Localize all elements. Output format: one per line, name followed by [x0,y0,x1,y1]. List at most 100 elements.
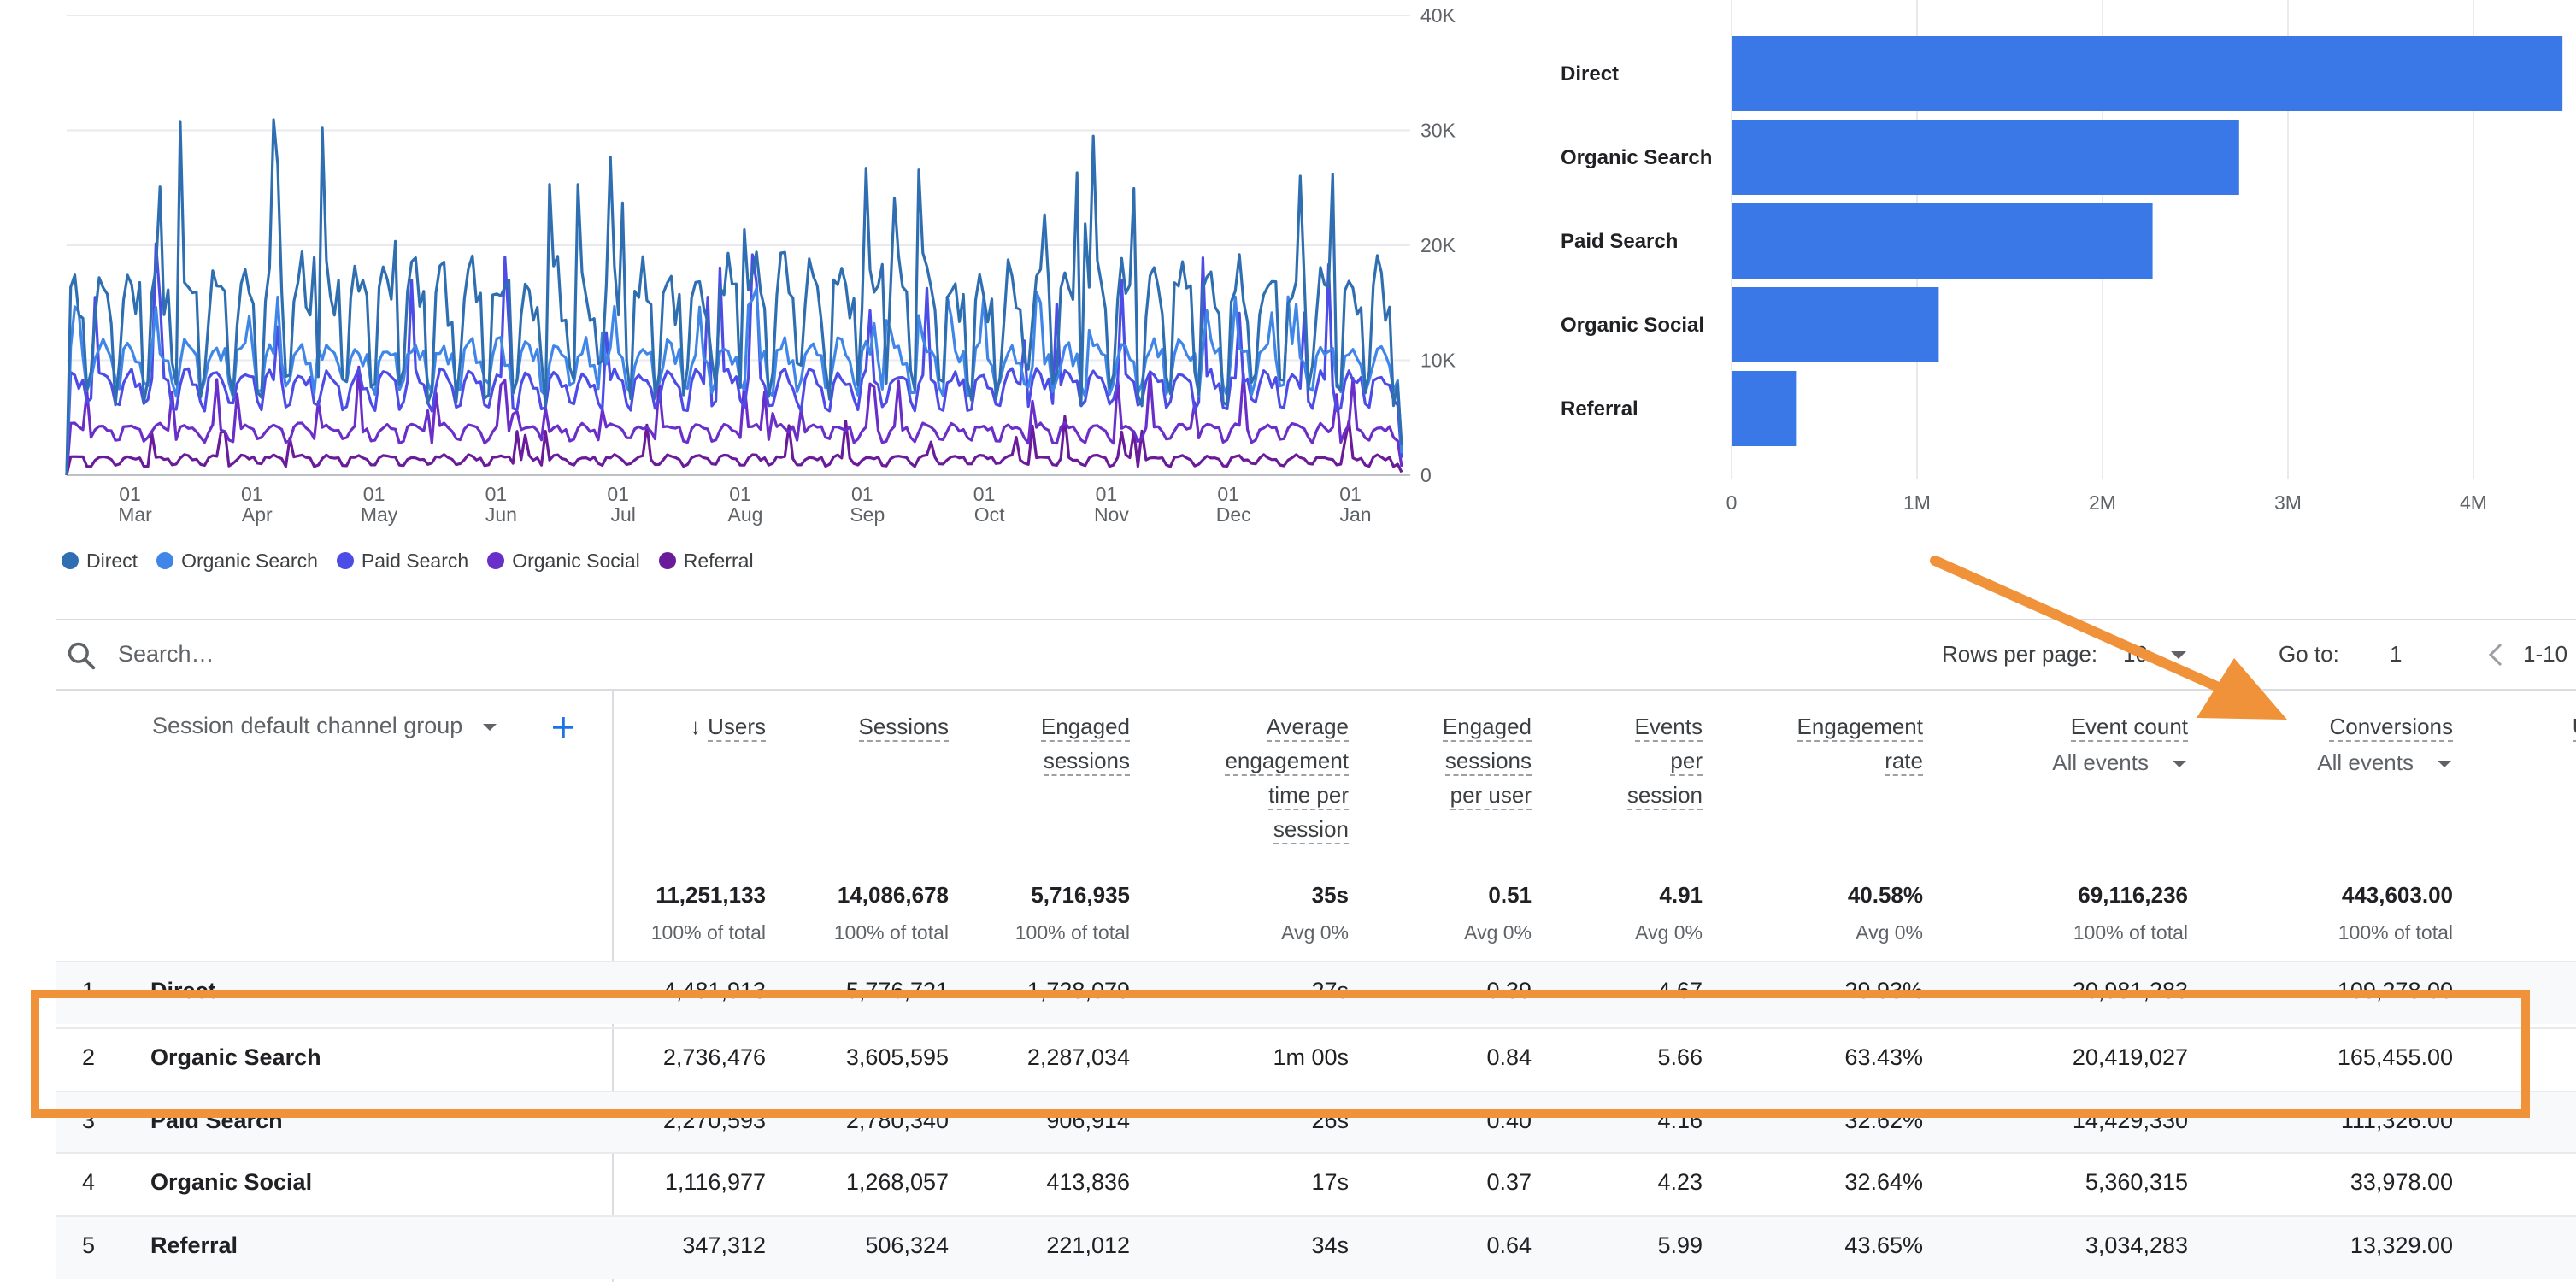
total-value: 0.51 [1488,882,1532,908]
column-header[interactable]: Conversions All events [2317,709,2453,779]
x-tick-day: 01 [485,483,508,505]
dropdown-arrow-icon [482,723,497,731]
table-cell: 13,329.00 [2350,1232,2453,1258]
legend-label: Paid Search [361,549,469,572]
bar-organic-search[interactable] [1732,120,2239,195]
total-percent: 100% of total [1015,921,1130,944]
row-index: 2 [82,1044,96,1070]
x-tick-month: Sep [850,503,885,526]
metric-filter-label: All events [2317,750,2414,775]
bar-referral[interactable] [1732,371,1797,446]
table-cell: 43.65% [1844,1232,1923,1258]
column-header-label: Engaged [1442,714,1532,742]
column-header[interactable]: Average engagement time per session [1225,709,1349,846]
table-row[interactable]: 1 Direct 4,481,913 5,776,721 1,728,079 27s 0.3… [56,961,2576,1024]
goto-page-input[interactable]: 1 [2390,641,2403,667]
column-header-label: sessions [1043,748,1130,776]
table-cell: 14,429,330 [2072,1108,2188,1133]
x-tick-day: 01 [729,483,751,505]
x-tick-day: 01 [119,483,141,505]
y-tick-label: 20K [1420,234,1456,256]
column-header-label: Use [2572,714,2576,742]
table-cell: 4.23 [1657,1169,1703,1195]
table-cell: 1m 00s [1273,1044,1349,1070]
column-header-label: Events [1634,714,1703,742]
bar-category-label: Paid Search [1561,230,1678,253]
column-header[interactable]: Engaged sessions per user [1442,709,1532,812]
total-percent: 100% of total [2073,921,2188,944]
previous-page-icon[interactable] [2484,641,2508,668]
column-header-label: per [1670,748,1703,776]
search-input[interactable] [116,636,889,672]
table-cell: 109,278.00 [2337,978,2453,1003]
x-tick-month: Nov [1094,503,1129,526]
legend-item[interactable]: Paid Search [336,549,469,573]
table-row[interactable]: 5 Referral 347,312 506,324 221,012 34s 0.64 5.9… [56,1215,2576,1279]
bar-organic-social[interactable] [1732,287,1939,362]
table-row[interactable]: 3 Paid Search 2,270,593 2,780,340 906,914 26s… [56,1091,2576,1154]
table-cell: 3,605,595 [845,1044,949,1070]
column-header-label: Average [1266,714,1349,742]
table-row[interactable]: 2 Organic Search 2,736,476 3,605,595 2,287,0… [56,1027,2576,1091]
table-cell: 5,360,315 [2085,1169,2188,1195]
table-cell: 20,981,283 [2072,978,2188,1003]
line-chart-legend: Direct Organic Search Paid Search Organic S… [62,544,754,578]
row-index: 5 [82,1232,96,1258]
table-cell: 26s [1311,1108,1349,1133]
x-tick-month: Aug [728,503,763,526]
column-header[interactable]: Engaged sessions [1040,709,1130,778]
table-cell: 1,116,977 [664,1169,766,1195]
x-tick-month: Oct [974,503,1005,526]
x-tick-day: 01 [973,483,996,505]
table-cell: 1,728,079 [1026,978,1130,1003]
series-line-referral [65,415,1403,476]
column-header[interactable]: ↓ Users [690,709,766,744]
column-header[interactable]: Events per session [1626,709,1703,812]
total-value: 5,716,935 [1031,882,1130,908]
table-row[interactable]: 4 Organic Social 1,116,977 1,268,057 413,836… [56,1152,2576,1215]
x-tick-month: Jan [1339,503,1371,526]
table-cell: 33,978.00 [2350,1169,2453,1195]
dimension-header[interactable]: Session default channel group [152,713,498,739]
legend-label: Referral [683,549,754,572]
table-cell: 17s [1311,1169,1349,1195]
total-value: 443,603.00 [2341,882,2453,908]
total-percent: 100% of total [833,921,949,944]
legend-dot-icon [156,552,174,569]
column-header[interactable]: Engagement rate [1797,709,1923,778]
legend-label: Direct [86,549,138,572]
dropdown-arrow-icon [2438,761,2451,768]
rows-per-page-label: Rows per page: [1942,641,2098,667]
search-icon [68,642,96,670]
table-cell: 27s [1311,978,1349,1003]
sort-descending-icon: ↓ [690,714,702,739]
column-header[interactable]: Sessions [858,709,949,744]
table-cell: 165,455.00 [2337,1044,2453,1070]
bar-paid-search[interactable] [1732,203,2153,279]
legend-item[interactable]: Organic Social [487,550,640,573]
legend-item[interactable]: Direct [62,550,138,573]
add-dimension-icon[interactable] [550,715,576,740]
row-index: 3 [82,1108,96,1133]
bar-direct[interactable] [1732,36,2563,111]
rows-per-page-select[interactable]: 10 [2123,641,2188,667]
y-tick-label: 0 [1420,464,1432,486]
table-cell: 0.40 [1486,1108,1532,1133]
column-header-label: per user [1450,782,1532,810]
x-tick-month: Jun [485,503,517,526]
legend-item[interactable]: Organic Search [156,550,318,573]
x-tick-label: 0 [1726,491,1738,514]
column-header[interactable]: UseAll [2572,709,2576,779]
table-cell: 0.37 [1486,1169,1532,1195]
column-header-label: engagement [1225,748,1349,776]
y-tick-label: 10K [1420,350,1456,372]
legend-dot-icon [658,552,676,569]
row-channel-name: Direct [150,978,216,1003]
table-cell: 2,780,340 [845,1108,949,1133]
legend-item[interactable]: Referral [658,549,754,573]
bar-chart: Direct Organic Search Paid Search Organic S… [1561,0,2563,514]
x-tick-month: May [361,503,398,526]
x-tick-day: 01 [363,483,385,505]
column-header[interactable]: Event count All events [2052,709,2188,779]
